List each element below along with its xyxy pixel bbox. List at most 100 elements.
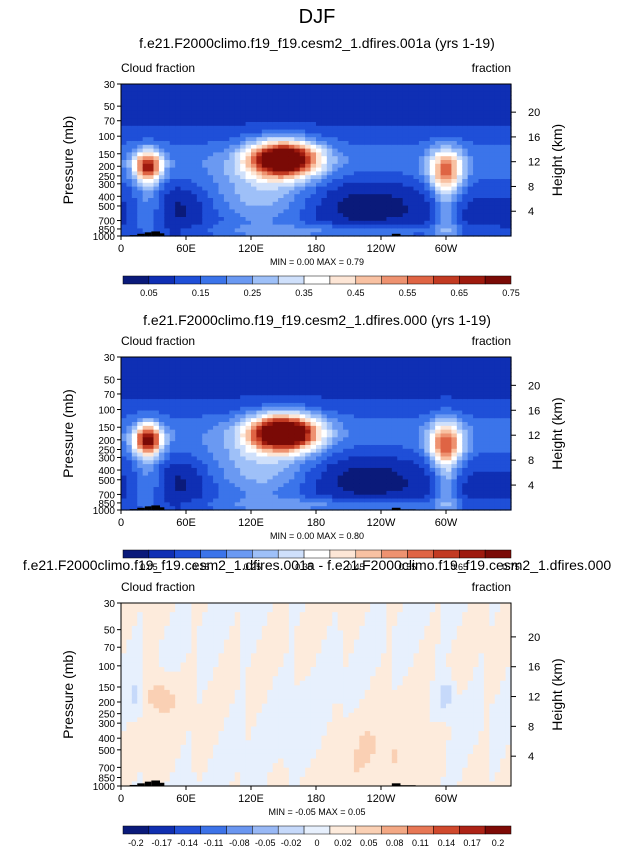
heatmap-cell <box>348 357 355 362</box>
heatmap-cell <box>386 232 393 237</box>
heatmap-cell <box>494 144 501 150</box>
heatmap-cell <box>299 479 306 484</box>
heatmap-cell <box>408 156 415 161</box>
heatmap-cell <box>158 194 165 199</box>
heatmap-cell <box>337 152 344 157</box>
heatmap-cell <box>158 406 165 412</box>
heatmap-cell <box>213 444 220 450</box>
heatmap-cell <box>245 201 252 207</box>
heatmap-cell <box>131 228 138 233</box>
heatmap-cell <box>489 141 496 146</box>
heatmap-cell <box>229 391 236 396</box>
heatmap-cell <box>240 103 247 108</box>
heatmap-cell <box>294 360 301 366</box>
heatmap-cell <box>494 125 501 131</box>
heatmap-cell <box>164 357 171 362</box>
heatmap-cell <box>500 133 507 138</box>
heatmap-cell <box>456 194 463 199</box>
heatmap-cell <box>359 357 366 362</box>
heatmap-cell <box>326 163 333 169</box>
heatmap-cell <box>375 490 382 496</box>
heatmap-cell <box>456 167 463 172</box>
heatmap-cell <box>467 228 474 233</box>
heatmap-cell <box>234 433 241 438</box>
heatmap-cell <box>353 186 360 191</box>
heatmap-cell <box>272 160 279 165</box>
heatmap-cell <box>467 220 474 226</box>
heatmap-cell <box>391 418 398 423</box>
heatmap-cell <box>256 410 263 415</box>
heatmap-cell <box>131 494 138 500</box>
heatmap-cell <box>391 110 398 115</box>
heatmap-cell <box>364 452 371 458</box>
heatmap-cell <box>229 190 236 195</box>
heatmap-cell <box>213 357 220 362</box>
heatmap-cell <box>343 182 350 188</box>
heatmap-cell <box>121 383 128 389</box>
heatmap-cell <box>294 479 301 484</box>
heatmap-cell <box>310 357 317 362</box>
heatmap-cell <box>316 144 323 150</box>
heatmap-cell <box>186 110 193 115</box>
heatmap-cell <box>418 167 425 172</box>
heatmap-cell <box>478 118 485 123</box>
heatmap-cell <box>213 224 220 229</box>
heatmap-cell <box>229 422 236 427</box>
heatmap-cell <box>180 99 187 104</box>
heatmap-cell <box>381 167 388 172</box>
heatmap-cell <box>283 406 290 412</box>
heatmap-cell <box>359 506 366 511</box>
heatmap-cell <box>386 475 393 480</box>
heatmap-cell <box>202 190 209 195</box>
heatmap-cell <box>245 190 252 195</box>
heatmap-cell <box>283 232 290 237</box>
heatmap-cell <box>186 448 193 454</box>
heatmap-cell <box>256 372 263 377</box>
heatmap-cell <box>267 213 274 218</box>
heatmap-cell <box>408 99 415 104</box>
heatmap-cell <box>305 502 312 507</box>
heatmap-cell <box>186 220 193 226</box>
heatmap-cell <box>245 228 252 233</box>
heatmap-cell <box>402 95 409 100</box>
heatmap-cell <box>316 372 323 377</box>
heatmap-cell <box>158 456 165 461</box>
heatmap-cell <box>158 179 165 184</box>
heatmap-cell <box>429 103 436 108</box>
heatmap-cell <box>326 441 333 446</box>
heatmap-cell <box>391 91 398 96</box>
heatmap-cell <box>240 182 247 188</box>
heatmap-cell <box>343 357 350 362</box>
heatmap-cell <box>153 487 160 492</box>
heatmap-cell <box>223 122 230 127</box>
heatmap-cell <box>137 84 144 89</box>
heatmap-cell <box>169 379 176 385</box>
heatmap-cell <box>402 137 409 142</box>
heatmap-cell <box>370 141 377 146</box>
heatmap-cell <box>288 118 295 123</box>
heatmap-cell <box>299 414 306 419</box>
heatmap-cell <box>278 122 285 127</box>
heatmap-cell <box>207 148 214 153</box>
heatmap-cell <box>283 167 290 172</box>
heatmap-cell <box>121 179 128 184</box>
heatmap-cell <box>343 418 350 423</box>
heatmap-cell <box>353 137 360 142</box>
heatmap-cell <box>191 179 198 184</box>
heatmap-cell <box>348 179 355 184</box>
heatmap-cell <box>429 152 436 157</box>
heatmap-cell <box>353 460 360 465</box>
heatmap-cell <box>375 498 382 503</box>
heatmap-cell <box>473 198 480 203</box>
heatmap-cell <box>343 464 350 469</box>
heatmap-cell <box>391 148 398 153</box>
heatmap-cell <box>478 201 485 207</box>
heatmap-cell <box>494 137 501 142</box>
heatmap-cell <box>256 179 263 184</box>
heatmap-cell <box>375 224 382 229</box>
heatmap-cell <box>267 464 274 469</box>
min-max-text: MIN = 0.00 MAX = 0.79 <box>270 257 364 267</box>
heatmap-cell <box>305 103 312 108</box>
heatmap-cell <box>121 99 128 104</box>
heatmap-cell <box>505 122 512 127</box>
